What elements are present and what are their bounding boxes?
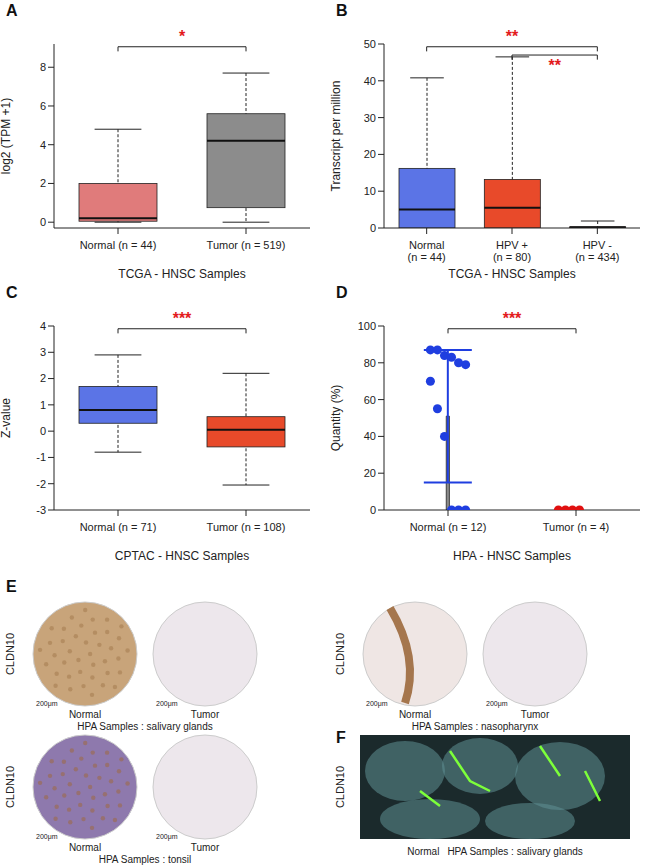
svg-text:50: 50 (364, 38, 376, 50)
svg-text:HPV +(n = 80): HPV +(n = 80) (493, 239, 531, 263)
svg-text:-1: -1 (36, 451, 46, 463)
svg-text:CLDN10: CLDN10 (334, 766, 346, 808)
svg-text:Tumor: Tumor (521, 709, 550, 720)
svg-text:HPA Samples : tonsil: HPA Samples : tonsil (99, 854, 192, 865)
svg-text:0: 0 (40, 216, 46, 228)
svg-text:4: 4 (40, 139, 46, 151)
svg-text:Tumor: Tumor (191, 842, 220, 853)
svg-text:0: 0 (370, 222, 376, 234)
svg-text:20: 20 (364, 148, 376, 160)
svg-text:-2: -2 (36, 478, 46, 490)
svg-text:CLDN10: CLDN10 (334, 633, 346, 675)
svg-text:Normal: Normal (399, 709, 431, 720)
svg-text:*: * (179, 28, 186, 45)
svg-text:**: ** (506, 28, 519, 45)
html-text:B: B (336, 2, 348, 19)
svg-text:***: *** (503, 310, 522, 327)
svg-text:8: 8 (40, 61, 46, 73)
svg-text:200μm: 200μm (366, 700, 388, 708)
svg-text:100: 100 (358, 320, 376, 332)
html-text:D: D (336, 284, 348, 301)
svg-text:Normal: Normal (69, 709, 101, 720)
svg-text:HPA Samples : nasopharynx: HPA Samples : nasopharynx (412, 721, 539, 732)
svg-text:200μm: 200μm (486, 700, 508, 708)
html-text:F: F (336, 729, 346, 746)
svg-text:-3: -3 (36, 504, 46, 516)
svg-text:0: 0 (370, 504, 376, 516)
svg-text:Normal (n = 12): Normal (n = 12) (410, 521, 487, 533)
svg-text:Tumor (n = 4): Tumor (n = 4) (543, 521, 610, 533)
html-text:C: C (6, 284, 18, 301)
html-text:A: A (6, 2, 18, 19)
svg-text:Tumor: Tumor (191, 709, 220, 720)
svg-text:CLDN10: CLDN10 (4, 766, 16, 808)
svg-text:2: 2 (40, 177, 46, 189)
svg-text:6: 6 (40, 100, 46, 112)
svg-text:HPV -(n = 434): HPV -(n = 434) (575, 239, 619, 263)
svg-text:40: 40 (364, 75, 376, 87)
svg-text:Z-value: Z-value (0, 398, 13, 438)
svg-text:***: *** (173, 310, 192, 327)
svg-text:30: 30 (364, 112, 376, 124)
svg-text:200μm: 200μm (156, 833, 178, 841)
svg-text:20: 20 (364, 467, 376, 479)
svg-text:Normal: Normal (69, 842, 101, 853)
svg-text:200μm: 200μm (36, 833, 58, 841)
svg-text:TCGA - HNSC Samples: TCGA - HNSC Samples (118, 267, 245, 281)
svg-text:200μm: 200μm (36, 700, 58, 708)
svg-text:Quantity (%): Quantity (%) (330, 385, 343, 452)
svg-text:Normal (n = 44): Normal (n = 44) (80, 239, 157, 251)
svg-text:Normal (n = 71): Normal (n = 71) (80, 521, 157, 533)
svg-text:2: 2 (40, 372, 46, 384)
svg-text:Tumor (n = 519): Tumor (n = 519) (207, 239, 286, 251)
svg-text:Tumor (n = 108): Tumor (n = 108) (207, 521, 286, 533)
svg-text:40: 40 (364, 430, 376, 442)
svg-text:Normal(n = 44): Normal(n = 44) (408, 239, 446, 263)
svg-text:80: 80 (364, 357, 376, 369)
html-text:E: E (6, 578, 17, 595)
svg-text:10: 10 (364, 185, 376, 197)
svg-text:log2 (TPM +1): log2 (TPM +1) (0, 98, 13, 174)
svg-text:HPA - HNSC Samples: HPA - HNSC Samples (453, 549, 571, 563)
svg-text:1: 1 (40, 399, 46, 411)
svg-text:**: ** (548, 57, 561, 74)
svg-text:CPTAC - HNSC Samples: CPTAC - HNSC Samples (115, 549, 249, 563)
svg-text:Transcript per million: Transcript per million (330, 81, 343, 192)
svg-text:4: 4 (40, 320, 46, 332)
svg-text:200μm: 200μm (156, 700, 178, 708)
svg-text:3: 3 (40, 346, 46, 358)
svg-text:NormalHPA Samples : salivary g: NormalHPA Samples : salivary glands (407, 846, 583, 857)
svg-text:TCGA - HNSC Samples: TCGA - HNSC Samples (448, 267, 575, 281)
svg-text:HPA Samples : salivary glands: HPA Samples : salivary glands (77, 721, 212, 732)
svg-text:CLDN10: CLDN10 (4, 633, 16, 675)
svg-text:0: 0 (40, 425, 46, 437)
svg-text:60: 60 (364, 394, 376, 406)
